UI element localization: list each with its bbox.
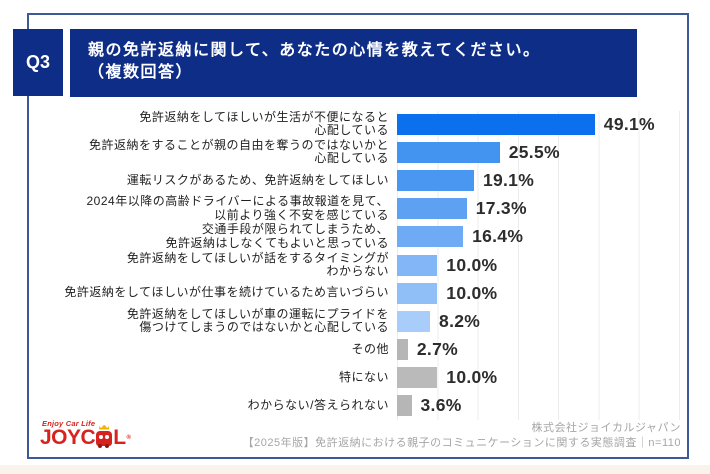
source-note: 株式会社ジョイカルジャパン 【2025年版】免許返納における親子のコミュニケーシ… — [243, 421, 681, 451]
crown-icon — [99, 424, 110, 430]
bar — [397, 254, 438, 276]
bar-wrap: 10.0% — [397, 254, 498, 276]
chart-row: 2024年以降の高齢ドライバーによる事故報道を見て、 以前より強く不安を感じてい… — [27, 194, 685, 223]
value-label: 3.6% — [420, 395, 462, 416]
chart-row: その他 2.7% — [27, 336, 685, 364]
page-bottom-strip — [0, 465, 710, 474]
bar-wrap: 17.3% — [397, 198, 527, 220]
value-label: 49.1% — [603, 113, 655, 134]
bar-wrap: 25.5% — [397, 141, 560, 163]
bar-chart: 免許返納をしてほしいが生活が不便になると 心配している 49.1% 免許返納をするこ… — [27, 110, 685, 420]
value-label: 25.5% — [508, 141, 560, 162]
bar-wrap: 49.1% — [397, 113, 655, 135]
chart-row: 免許返納をすることが親の自由を奪うのではないかと 心配している 25.5% — [27, 138, 685, 166]
bar-wrap: 8.2% — [397, 310, 481, 332]
category-label: 交通手段が限られてしまうため、 免許返納はしなくてもよいと思っている — [165, 222, 389, 250]
value-label: 8.2% — [439, 310, 481, 331]
category-label: 特にない — [338, 370, 389, 385]
logo-brand-left: JOYC — [40, 426, 96, 449]
bar-wrap: 16.4% — [397, 226, 524, 248]
category-label: その他 — [351, 341, 389, 356]
chart-row: 免許返納をしてほしいが仕事を続けているため言いづらい 10.0% — [27, 279, 685, 307]
value-label: 2.7% — [416, 339, 458, 360]
value-label: 10.0% — [446, 367, 498, 388]
survey-title: 【2025年版】免許返納における親子のコミュニケーションに関する実態調査｜n=1… — [242, 437, 681, 449]
value-label: 19.1% — [482, 169, 535, 190]
category-label: 運転リスクがあるため、免許返納をしてほしい — [126, 172, 389, 187]
chart-row: わからない/答えられない 3.6% — [27, 392, 685, 420]
question-title-line1: 親の免許返納に関して、あなたの心情を教えてください。 — [88, 42, 541, 59]
logo-tagline: Enjoy Car Life — [42, 419, 96, 428]
chart-row: 免許返納をしてほしいが生活が不便になると 心配している 49.1% — [27, 110, 685, 138]
question-badge: Q3 — [13, 29, 63, 96]
category-label: わからない/答えられない — [247, 398, 389, 413]
bar — [397, 339, 408, 361]
bar-wrap: 10.0% — [397, 282, 498, 304]
value-label: 17.3% — [475, 198, 527, 219]
bar — [397, 198, 467, 220]
value-label: 16.4% — [472, 226, 524, 247]
registered-mark: ® — [126, 435, 131, 441]
question-title-bar: 親の免許返納に関して、あなたの心情を教えてください。 （複数回答） — [70, 29, 637, 97]
company-name: 株式会社ジョイカルジャパン — [531, 422, 681, 434]
bar-wrap: 2.7% — [397, 339, 458, 361]
bar-wrap: 19.1% — [397, 169, 535, 191]
category-label: 2024年以降の高齢ドライバーによる事故報道を見て、 以前より強く不安を感じてい… — [86, 194, 389, 222]
bar-wrap: 3.6% — [397, 395, 462, 417]
question-title-line2: （複数回答） — [88, 64, 194, 81]
chart-row: 免許返納をしてほしいが車の運転にプライドを 傷つけてしまうのではないかと心配して… — [27, 307, 685, 335]
category-label: 免許返納をしてほしいが仕事を続けているため言いづらい — [64, 285, 389, 300]
chart-row: 運転リスクがあるため、免許返納をしてほしい 19.1% — [27, 166, 685, 194]
chart-row: 交通手段が限られてしまうため、 免許返納はしなくてもよいと思っている 16.4% — [27, 223, 685, 251]
category-label: 免許返納をすることが親の自由を奪うのではないかと 心配している — [88, 137, 389, 166]
category-label: 免許返納をしてほしいが話をするタイミングが わからない — [126, 250, 389, 279]
bar — [397, 113, 595, 135]
category-label: 免許返納をしてほしいが車の運転にプライドを 傷つけてしまうのではないかと心配して… — [126, 306, 389, 335]
bar — [397, 310, 431, 332]
joycal-logo: Enjoy Car Life JOYC L ® — [40, 419, 131, 449]
bar-wrap: 10.0% — [397, 367, 498, 389]
bar — [397, 226, 464, 248]
chart-row: 特にない 10.0% — [27, 364, 685, 392]
bar — [397, 282, 438, 304]
car-mascot-icon — [96, 424, 113, 448]
value-label: 10.0% — [446, 254, 498, 275]
chart-row: 免許返納をしてほしいが話をするタイミングが わからない 10.0% — [27, 251, 685, 279]
logo-brand-right: L — [113, 426, 126, 449]
bar — [397, 169, 474, 191]
bar — [397, 367, 438, 389]
category-label: 免許返納をしてほしいが生活が不便になると 心配している — [139, 109, 389, 138]
bar — [397, 395, 412, 417]
value-label: 10.0% — [446, 282, 498, 303]
bar — [397, 141, 500, 163]
logo-brand: JOYC L ® — [40, 424, 131, 449]
